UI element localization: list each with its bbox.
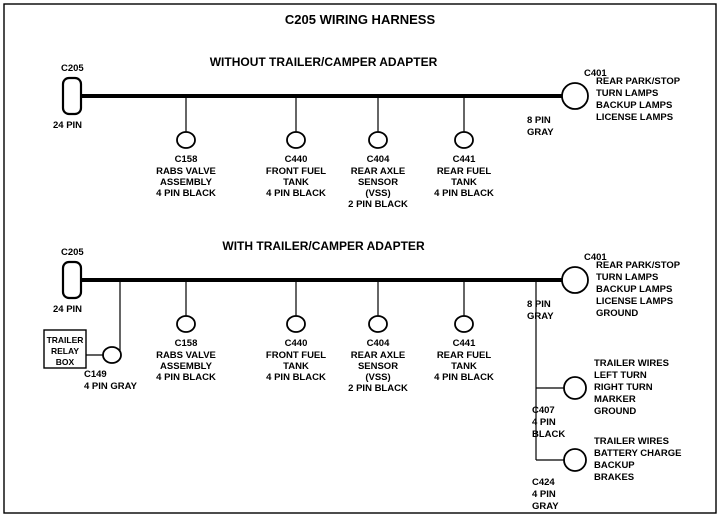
connector-desc: (VSS) <box>365 372 390 383</box>
connector-desc: TANK <box>283 177 309 188</box>
connector-id: C404 <box>367 154 390 165</box>
connector-desc: FRONT FUEL <box>266 350 326 361</box>
connector-C158 <box>177 316 195 332</box>
connector-id: C404 <box>367 338 390 349</box>
connector-C440 <box>287 132 305 148</box>
connector-C440 <box>287 316 305 332</box>
connector-C149 <box>103 347 121 363</box>
connector-id: C424 <box>532 477 555 488</box>
section-heading-without: WITHOUT TRAILER/CAMPER ADAPTER <box>210 55 438 69</box>
connector-pins: 8 PIN <box>527 115 551 126</box>
connector-C401 <box>562 267 588 293</box>
connector-desc: BATTERY CHARGE <box>594 448 681 459</box>
connector-desc: FRONT FUEL <box>266 166 326 177</box>
connector-C441 <box>455 132 473 148</box>
connector-id: C149 <box>84 369 107 380</box>
connector-desc: RABS VALVE <box>156 166 216 177</box>
connector-C158 <box>177 132 195 148</box>
connector-desc: BACKUP <box>594 460 635 471</box>
connector-desc: (VSS) <box>365 188 390 199</box>
connector-pins: 8 PIN <box>527 299 551 310</box>
connector-desc: REAR FUEL <box>437 166 492 177</box>
connector-C401 <box>562 83 588 109</box>
connector-desc: GROUND <box>596 308 638 319</box>
connector-desc: TANK <box>451 177 477 188</box>
connector-desc: BACKUP LAMPS <box>596 100 672 111</box>
connector-desc: REAR PARK/STOP <box>596 76 681 87</box>
connector-id: C158 <box>175 154 198 165</box>
connector-pins: 4 PIN GRAY <box>84 381 138 392</box>
connector-desc: 4 PIN BLACK <box>434 188 494 199</box>
connector-C404 <box>369 316 387 332</box>
connector-desc: REAR AXLE <box>351 166 406 177</box>
connector-id: C158 <box>175 338 198 349</box>
connector-C205 <box>63 78 81 114</box>
connector-desc: RABS VALVE <box>156 350 216 361</box>
connector-C441 <box>455 316 473 332</box>
connector-desc: LEFT TURN <box>594 370 647 381</box>
connector-desc: 4 PIN BLACK <box>156 372 216 383</box>
connector-C407 <box>564 377 586 399</box>
connector-desc: REAR FUEL <box>437 350 492 361</box>
connector-desc: 2 PIN BLACK <box>348 199 408 210</box>
connector-id: C440 <box>285 338 308 349</box>
connector-id: C441 <box>453 338 476 349</box>
connector-desc: LICENSE LAMPS <box>596 296 673 307</box>
connector-desc: BRAKES <box>594 472 634 483</box>
connector-desc: TANK <box>451 361 477 372</box>
connector-desc: REAR PARK/STOP <box>596 260 681 271</box>
connector-desc: SENSOR <box>358 361 398 372</box>
connector-C404 <box>369 132 387 148</box>
relay-label: RELAY <box>51 346 79 356</box>
connector-desc: RIGHT TURN <box>594 382 653 393</box>
connector-desc: BACKUP LAMPS <box>596 284 672 295</box>
connector-pins: BLACK <box>532 429 565 440</box>
connector-pins: GRAY <box>527 127 554 138</box>
connector-desc: 4 PIN BLACK <box>266 372 326 383</box>
connector-id: C441 <box>453 154 476 165</box>
connector-desc: TURN LAMPS <box>596 272 658 283</box>
connector-desc: ASSEMBLY <box>160 177 213 188</box>
connector-pins: 4 PIN <box>532 417 556 428</box>
connector-id: C205 <box>61 63 84 74</box>
connector-desc: TRAILER WIRES <box>594 436 669 447</box>
connector-desc: REAR AXLE <box>351 350 406 361</box>
connector-desc: TRAILER WIRES <box>594 358 669 369</box>
page-title: C205 WIRING HARNESS <box>285 12 436 27</box>
connector-desc: SENSOR <box>358 177 398 188</box>
relay-label: BOX <box>56 357 75 367</box>
connector-desc: 4 PIN BLACK <box>156 188 216 199</box>
connector-desc: 4 PIN BLACK <box>266 188 326 199</box>
connector-pins: 4 PIN <box>532 489 556 500</box>
connector-desc: TURN LAMPS <box>596 88 658 99</box>
connector-pins: GRAY <box>527 311 554 322</box>
connector-C205 <box>63 262 81 298</box>
connector-C424 <box>564 449 586 471</box>
section-heading-with: WITH TRAILER/CAMPER ADAPTER <box>222 239 425 253</box>
connector-id: C407 <box>532 405 555 416</box>
connector-desc: GROUND <box>594 406 636 417</box>
connector-pins: GRAY <box>532 501 559 512</box>
connector-desc: ASSEMBLY <box>160 361 213 372</box>
relay-label: TRAILER <box>47 335 84 345</box>
connector-id: C205 <box>61 247 84 258</box>
connector-pins: 24 PIN <box>53 120 82 131</box>
connector-id: C440 <box>285 154 308 165</box>
connector-desc: 2 PIN BLACK <box>348 383 408 394</box>
connector-desc: LICENSE LAMPS <box>596 112 673 123</box>
connector-desc: TANK <box>283 361 309 372</box>
connector-desc: MARKER <box>594 394 636 405</box>
connector-desc: 4 PIN BLACK <box>434 372 494 383</box>
connector-pins: 24 PIN <box>53 304 82 315</box>
